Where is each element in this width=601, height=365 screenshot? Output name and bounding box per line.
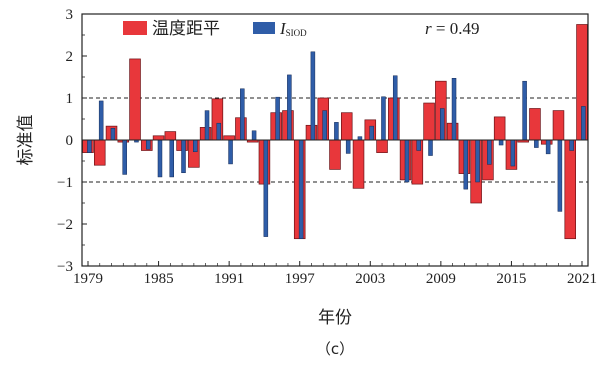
bar-temp xyxy=(376,139,388,153)
bar-siod xyxy=(357,136,363,141)
x-tick-label: 1985 xyxy=(144,271,174,287)
y-axis-title: 标准值 xyxy=(16,115,36,166)
bar-siod xyxy=(251,130,257,141)
x-tick-label: 2015 xyxy=(496,271,526,287)
bar-siod xyxy=(498,139,504,146)
y-tick-label: 1 xyxy=(66,91,74,107)
x-tick-label: 1991 xyxy=(214,271,244,287)
bar-siod xyxy=(334,122,339,141)
bar-siod xyxy=(110,127,116,141)
x-tick-label: 1997 xyxy=(285,271,316,287)
axis-ticks: −3 −2 −1 0 1 2 3 1979 1985 1991 1997 2003 2009 2015 20… xyxy=(57,7,597,287)
legend-siod-sub: SIOD xyxy=(286,28,308,38)
y-tick-label: 2 xyxy=(66,49,74,65)
x-tick-label: 2003 xyxy=(355,271,385,287)
bar-temp xyxy=(423,102,435,141)
correlation-value: 0.49 xyxy=(450,19,480,38)
bar-siod xyxy=(216,122,222,141)
x-axis-title: 年份 xyxy=(318,308,352,328)
correlation-label: r xyxy=(425,19,432,38)
bar-siod xyxy=(440,108,445,141)
y-tick-label: −3 xyxy=(57,259,73,275)
bar-temp xyxy=(94,139,106,166)
bar-siod xyxy=(275,96,280,141)
correlation-annotation: r = 0.49 xyxy=(425,19,479,38)
bar-siod xyxy=(228,139,233,165)
bar-siod xyxy=(569,139,574,151)
legend: 温度距平 ISIOD xyxy=(123,19,307,39)
bar-temp xyxy=(329,139,341,170)
bar-siod xyxy=(157,139,163,178)
bar-temp xyxy=(564,139,576,240)
y-tick-label: −1 xyxy=(57,175,73,191)
x-tick-label: 1979 xyxy=(73,271,103,287)
bar-temp xyxy=(152,135,165,141)
bar-temp xyxy=(352,139,365,189)
bar-siod xyxy=(404,139,410,183)
bar-siod xyxy=(287,74,292,141)
figure-caption: （c） xyxy=(316,340,354,358)
bar-temp xyxy=(164,131,177,141)
bar-siod xyxy=(545,139,551,155)
legend-swatch-temp xyxy=(123,21,147,35)
x-tick-label: 2009 xyxy=(426,271,456,287)
x-tick-label: 2021 xyxy=(567,271,597,287)
legend-swatch-siod xyxy=(253,22,275,34)
bar-siod xyxy=(487,139,492,165)
bar-temp xyxy=(493,116,506,141)
bar-temp xyxy=(529,108,541,141)
bar-siod xyxy=(451,78,457,141)
y-tick-label: −2 xyxy=(57,217,73,233)
correlation-equals: = xyxy=(432,19,450,38)
bar-siod xyxy=(298,139,304,239)
bars xyxy=(82,24,588,240)
bar-temp xyxy=(129,58,141,141)
bar-siod xyxy=(475,139,480,183)
bar-temp xyxy=(223,135,235,141)
bar-siod xyxy=(557,139,563,212)
bar-siod xyxy=(428,139,433,156)
y-tick-label: 0 xyxy=(66,133,74,149)
bar-siod xyxy=(181,139,186,174)
legend-label-temp: 温度距平 xyxy=(152,19,220,39)
reference-lines xyxy=(82,97,588,183)
bar-siod xyxy=(193,139,198,153)
legend-siod-main: I xyxy=(279,19,287,38)
bar-siod xyxy=(534,139,539,148)
bar-siod xyxy=(392,75,398,141)
bar-siod xyxy=(463,139,469,190)
bar-siod xyxy=(169,139,174,178)
bar-siod xyxy=(581,106,586,141)
bar-siod xyxy=(522,80,527,141)
bar-siod xyxy=(204,110,210,141)
bar-siod xyxy=(310,51,316,141)
legend-label-siod: ISIOD xyxy=(279,19,307,38)
bar-temp xyxy=(341,112,353,141)
bar-siod xyxy=(369,125,374,141)
bar-siod xyxy=(263,139,269,237)
bar-siod xyxy=(345,139,351,154)
bar-temp xyxy=(552,110,565,141)
bar-siod xyxy=(322,110,327,141)
bar-siod xyxy=(98,100,104,141)
bar-siod xyxy=(416,139,421,151)
bar-siod xyxy=(122,139,127,175)
bar-siod xyxy=(145,139,151,150)
bar-siod xyxy=(381,96,386,141)
bar-siod xyxy=(510,139,516,167)
y-tick-label: 3 xyxy=(66,7,74,23)
bar-siod xyxy=(240,88,245,141)
bar-siod xyxy=(87,139,92,153)
